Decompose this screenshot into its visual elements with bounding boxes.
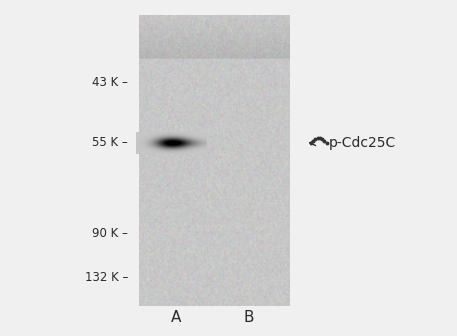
Text: p-Cdc25C: p-Cdc25C [329,136,396,150]
Text: 55 K –: 55 K – [92,136,128,149]
Text: 90 K –: 90 K – [92,227,128,240]
Text: A: A [171,310,181,325]
Text: B: B [244,310,254,325]
Text: 132 K –: 132 K – [85,271,128,284]
Text: 43 K –: 43 K – [92,76,128,89]
